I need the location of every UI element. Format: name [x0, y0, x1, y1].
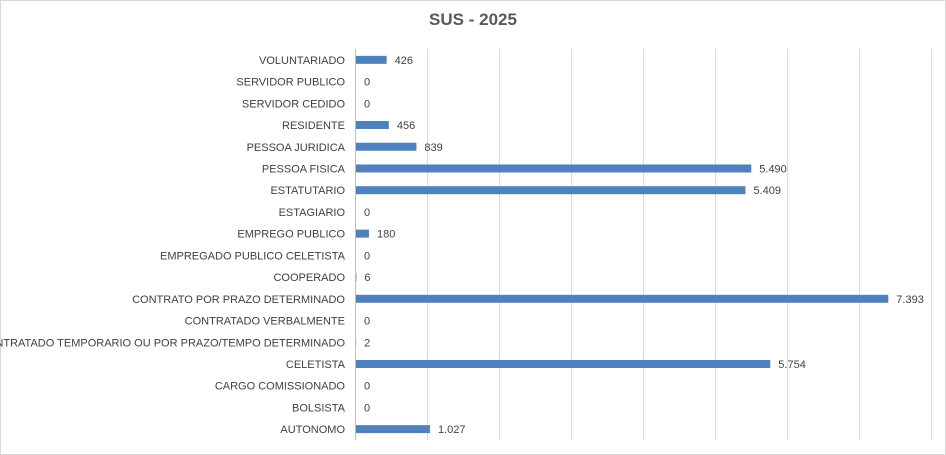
- category-label: COOPERADO: [273, 272, 345, 284]
- category-label: CONTRATADO VERBALMENTE: [185, 316, 345, 328]
- bar: [356, 142, 417, 151]
- bar: [356, 294, 889, 303]
- data-label: 2: [364, 337, 370, 349]
- category-label: CONTRATADO TEMPORARIO OU POR PRAZO/TEMPO…: [0, 337, 345, 349]
- chart-title: SUS - 2025: [429, 10, 517, 29]
- data-label: 5.490: [759, 163, 787, 175]
- category-label: PESSOA FISICA: [262, 163, 346, 175]
- bar: [356, 425, 430, 434]
- data-label: 1.027: [438, 424, 466, 436]
- data-label: 7.393: [896, 294, 924, 306]
- bar: [356, 55, 387, 64]
- data-label: 0: [364, 316, 370, 328]
- data-label: 426: [395, 55, 413, 67]
- category-label: ESTAGIARIO: [279, 207, 346, 219]
- data-label: 0: [364, 250, 370, 262]
- data-label: 839: [424, 142, 442, 154]
- category-label: BOLSISTA: [292, 402, 346, 414]
- data-label: 0: [364, 402, 370, 414]
- category-label: ESTATUTARIO: [270, 185, 345, 197]
- category-label: CARGO COMISSIONADO: [215, 381, 346, 393]
- data-label: 0: [364, 77, 370, 89]
- data-label: 5.754: [778, 359, 806, 371]
- category-label: SERVIDOR CEDIDO: [242, 98, 346, 110]
- bar: [356, 229, 369, 238]
- bar: [356, 164, 752, 173]
- category-label: AUTONOMO: [280, 424, 345, 436]
- data-label: 180: [377, 229, 395, 241]
- bar: [356, 121, 389, 130]
- category-label: CONTRATO POR PRAZO DETERMINADO: [132, 294, 345, 306]
- category-label: CELETISTA: [286, 359, 346, 371]
- data-label: 0: [364, 207, 370, 219]
- category-label: PESSOA JURIDICA: [247, 142, 346, 154]
- category-label: RESIDENTE: [282, 120, 345, 132]
- data-label: 0: [364, 381, 370, 393]
- bar: [356, 359, 771, 368]
- category-label: SERVIDOR PUBLICO: [236, 77, 345, 89]
- bar: [356, 186, 746, 195]
- data-label: 6: [364, 272, 370, 284]
- data-label: 0: [364, 98, 370, 110]
- data-label: 456: [397, 120, 415, 132]
- category-label: VOLUNTARIADO: [259, 55, 345, 67]
- category-label: EMPREGADO PUBLICO CELETISTA: [160, 250, 346, 262]
- data-label: 5.409: [753, 185, 781, 197]
- category-label: EMPREGO PUBLICO: [237, 229, 345, 241]
